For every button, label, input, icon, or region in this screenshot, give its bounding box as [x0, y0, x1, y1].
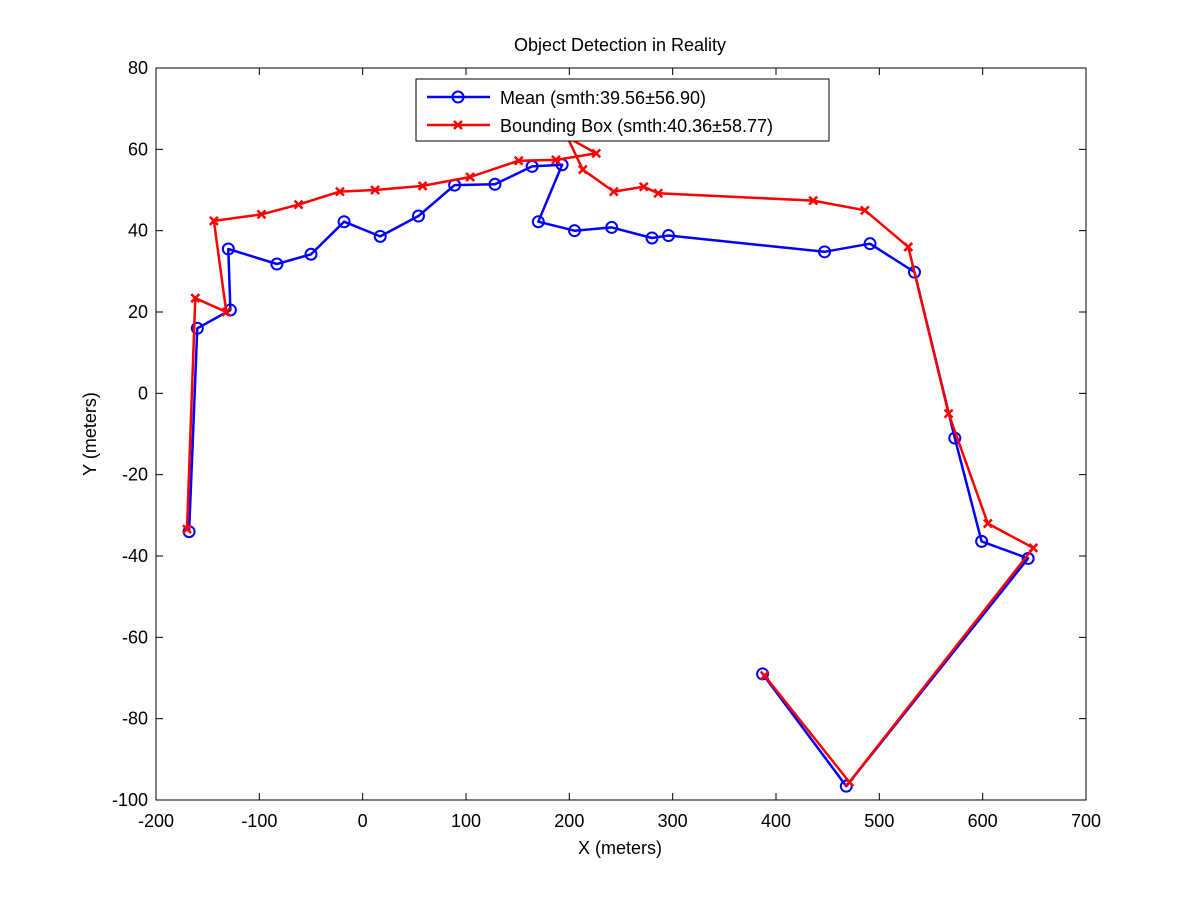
x-tick-label: 100 — [451, 811, 481, 831]
y-tick-label: 40 — [128, 221, 148, 241]
data-point — [337, 215, 351, 229]
data-point — [982, 518, 993, 529]
data-point — [182, 524, 192, 535]
data-point — [488, 177, 502, 191]
data-point — [638, 181, 649, 192]
legend-marker-bbox — [453, 120, 463, 130]
data-point — [370, 185, 380, 195]
data-point — [662, 229, 676, 243]
data-point — [608, 186, 619, 197]
legend-label-mean: Mean (smth:39.56±56.90) — [500, 88, 706, 108]
x-tick-label: 300 — [658, 811, 688, 831]
x-tick-label: 200 — [554, 811, 584, 831]
x-tick-label: -200 — [138, 811, 174, 831]
data-point — [417, 181, 428, 191]
series-layer — [182, 132, 1039, 793]
data-point — [513, 155, 524, 166]
axis-ticks: -200 -100 0 100 200 300 400 500 600 700-100-80-60… — [112, 58, 1101, 831]
legend-label-bbox: Bounding Box (smth:40.36±58.77) — [500, 116, 773, 136]
y-axis-label: Y (meters) — [80, 392, 100, 476]
legend-box — [415, 78, 830, 142]
data-point — [465, 172, 476, 182]
plot-frame — [155, 67, 1087, 801]
data-point — [190, 321, 204, 335]
data-point — [859, 205, 870, 216]
data-point — [221, 307, 232, 317]
y-tick-label: -100 — [112, 790, 148, 810]
series-bounding-box — [182, 132, 1039, 787]
x-axis-label: X (meters) — [578, 838, 662, 858]
x-tick-label: -100 — [241, 811, 277, 831]
data-point — [411, 209, 425, 223]
data-point — [756, 667, 770, 681]
data-point — [568, 224, 581, 238]
data-point — [844, 777, 855, 787]
data-point — [208, 216, 219, 226]
data-point — [645, 231, 659, 245]
data-point — [759, 670, 770, 681]
data-point — [863, 237, 877, 251]
data-point — [591, 148, 602, 159]
x-tick-label: 600 — [968, 811, 998, 831]
y-tick-label: 0 — [138, 383, 148, 403]
chart-title: Object Detection in Reality — [514, 35, 726, 55]
data-point — [1028, 542, 1039, 553]
data-point — [605, 220, 619, 234]
data-point — [818, 245, 832, 259]
data-point — [943, 408, 954, 419]
y-tick-label: 80 — [128, 58, 148, 78]
data-point — [903, 242, 914, 252]
data-point — [975, 534, 989, 548]
data-point — [335, 186, 345, 197]
x-tick-label: 400 — [761, 811, 791, 831]
y-tick-label: 60 — [128, 139, 148, 159]
x-tick-label: 500 — [864, 811, 894, 831]
data-point — [221, 242, 235, 256]
x-tick-label: 700 — [1071, 811, 1101, 831]
y-tick-label: -40 — [122, 546, 148, 566]
data-point — [653, 188, 664, 199]
legend: Mean (smth:39.56±56.90) Bounding Box (sm… — [415, 78, 830, 142]
data-point — [304, 247, 318, 261]
legend-marker-mean — [451, 90, 465, 104]
data-point — [577, 164, 588, 175]
data-point — [373, 229, 387, 243]
data-point — [293, 199, 304, 210]
data-point — [270, 257, 284, 271]
series-line — [185, 135, 1035, 784]
y-tick-label: -80 — [122, 709, 148, 729]
y-tick-label: 20 — [128, 302, 148, 322]
data-point — [190, 293, 201, 304]
data-point — [551, 155, 561, 165]
y-tick-label: -60 — [122, 627, 148, 647]
data-point — [531, 215, 545, 229]
data-point — [808, 195, 819, 206]
y-tick-label: -20 — [122, 465, 148, 485]
data-point — [256, 209, 267, 220]
x-tick-label: 0 — [358, 811, 368, 831]
